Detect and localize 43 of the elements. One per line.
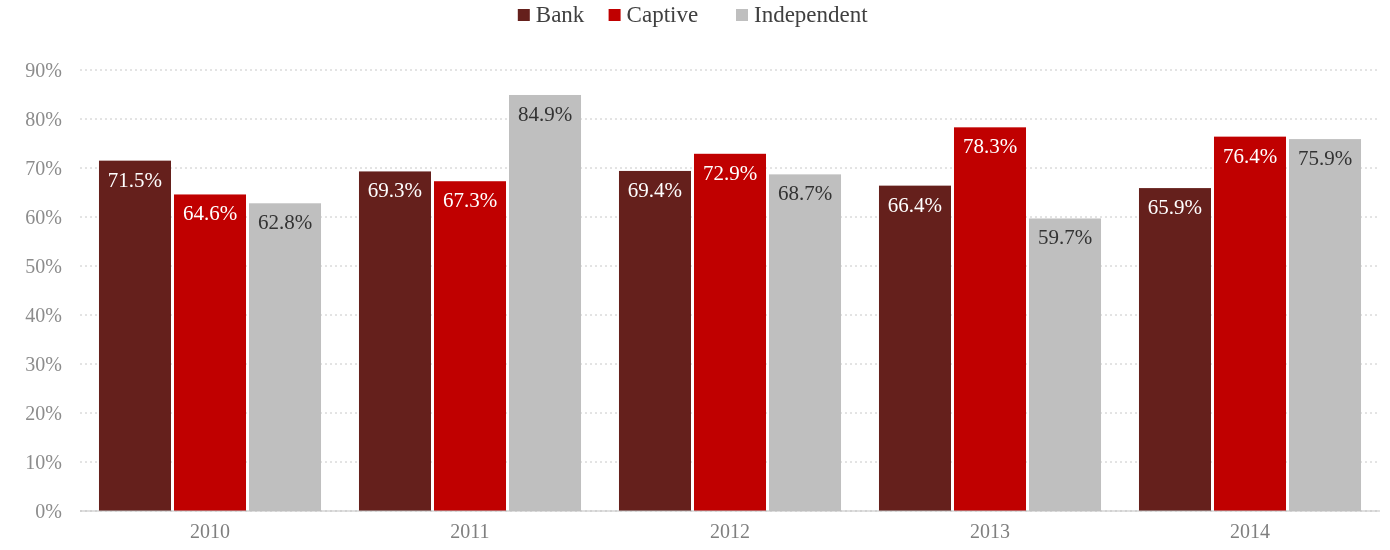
y-tick-label: 20% — [25, 402, 62, 424]
data-label: 71.5% — [107, 167, 163, 192]
bar — [618, 170, 691, 511]
x-tick-label: 2011 — [450, 520, 490, 542]
x-tick-label: 2013 — [970, 520, 1010, 542]
y-tick-label: 0% — [35, 500, 62, 522]
data-label: 66.4% — [887, 192, 943, 217]
y-tick-label: 70% — [25, 157, 62, 179]
y-tick-label: 60% — [25, 206, 62, 228]
bar — [953, 127, 1027, 511]
y-tick-label: 10% — [25, 451, 62, 473]
data-label: 75.9% — [1297, 146, 1353, 171]
data-label: 64.6% — [182, 201, 238, 226]
bar — [878, 185, 951, 511]
data-label: 68.7% — [777, 181, 833, 206]
bar — [693, 153, 767, 511]
bar — [358, 171, 431, 511]
y-tick-label: 40% — [25, 304, 62, 326]
x-tick-label: 2010 — [190, 520, 230, 542]
data-label: 76.4% — [1222, 143, 1278, 168]
y-tick-label: 30% — [25, 353, 62, 375]
data-label: 67.3% — [442, 188, 498, 213]
x-tick-label: 2014 — [1230, 520, 1270, 542]
legend-label: Independent — [754, 2, 869, 27]
bar — [433, 181, 507, 511]
y-tick-label: 90% — [25, 59, 62, 81]
data-label: 69.4% — [627, 177, 683, 202]
data-label: 59.7% — [1037, 225, 1093, 250]
data-label: 69.3% — [367, 178, 423, 203]
bar — [1213, 136, 1286, 511]
bar — [98, 160, 171, 511]
bar — [1138, 188, 1211, 511]
data-label: 65.9% — [1147, 195, 1203, 220]
x-tick-label: 2012 — [710, 520, 750, 542]
data-label: 84.9% — [517, 101, 573, 126]
data-label: 72.9% — [702, 160, 758, 185]
y-tick-label: 80% — [25, 108, 62, 130]
legend-label: Captive — [626, 2, 699, 27]
legend-label: Bank — [535, 2, 585, 27]
bar — [173, 194, 247, 511]
data-label: 78.3% — [962, 134, 1018, 159]
data-label: 62.8% — [257, 210, 313, 235]
y-tick-label: 50% — [25, 255, 62, 277]
